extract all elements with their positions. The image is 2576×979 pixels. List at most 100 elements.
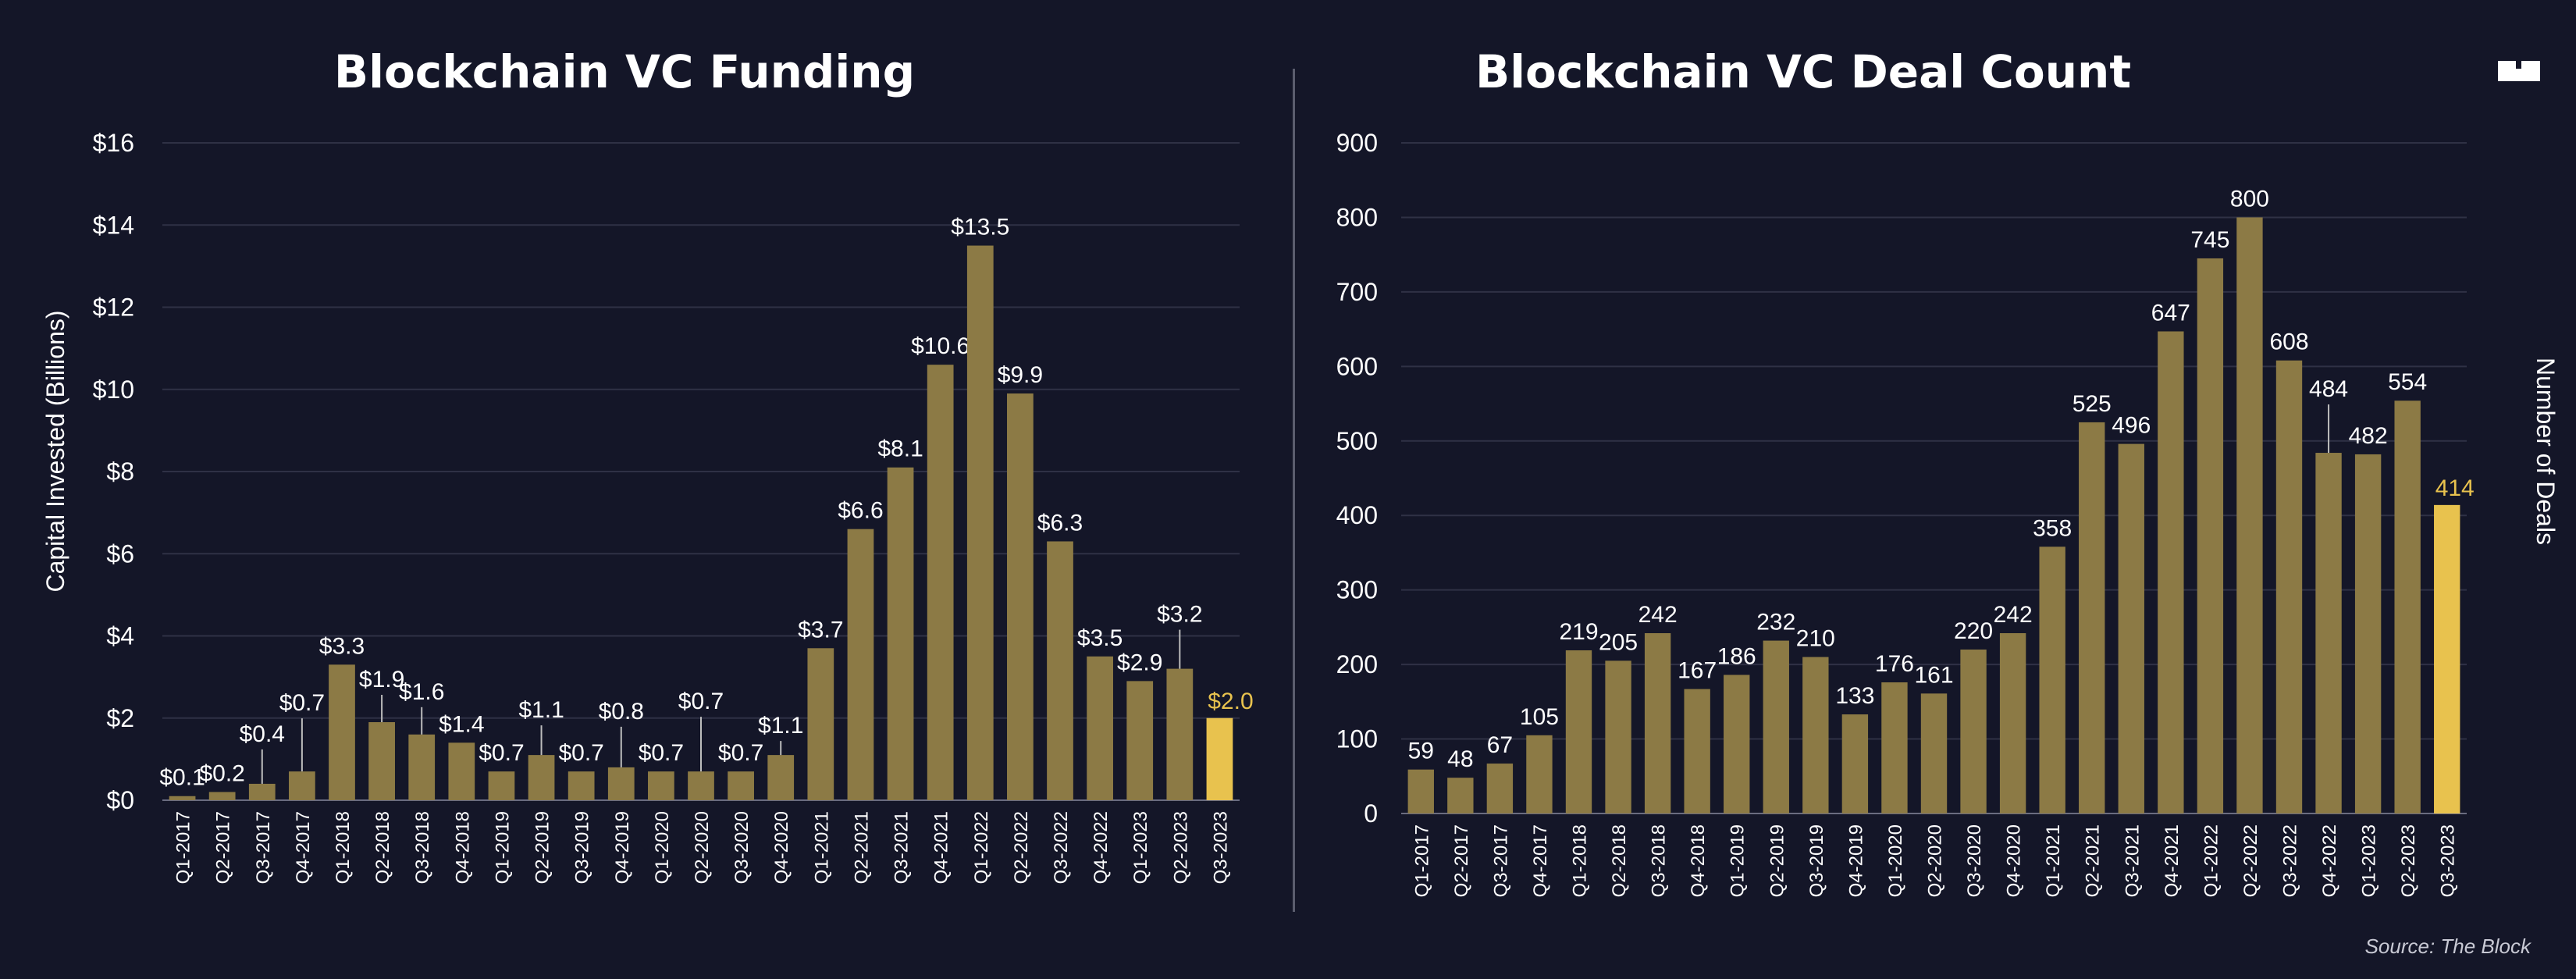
x-tick-label: Q3-2021 <box>891 811 913 884</box>
x-tick-label: Q1-2020 <box>652 811 673 884</box>
bar <box>607 767 635 800</box>
bar <box>688 771 714 800</box>
bar <box>2315 453 2342 813</box>
data-label: 186 <box>1717 643 1756 669</box>
y-tick-label: $16 <box>93 129 134 157</box>
data-label: 48 <box>1447 746 1473 772</box>
x-tick-label: Q4-2021 <box>2161 824 2183 897</box>
bar <box>1565 650 1592 813</box>
bar <box>728 771 754 800</box>
y-tick-label: 300 <box>1336 576 1378 604</box>
bar <box>2079 422 2105 813</box>
data-label: $6.3 <box>1037 510 1083 536</box>
y-tick-label: 0 <box>1364 799 1378 828</box>
bar <box>1166 668 1194 800</box>
bar <box>966 245 994 800</box>
x-tick-label: Q3-2019 <box>572 811 593 884</box>
x-tick-label: Q1-2019 <box>492 811 513 884</box>
data-label: $2.9 <box>1117 650 1162 675</box>
bar <box>2039 546 2065 813</box>
bar <box>1605 660 1631 813</box>
bar <box>1087 656 1113 800</box>
y-tick-label: $0 <box>106 786 134 814</box>
data-label: $2.0 <box>1208 689 1253 714</box>
bar <box>1486 764 1514 813</box>
bar <box>1920 693 1948 813</box>
bar <box>1047 541 1073 800</box>
data-label: 608 <box>2269 329 2308 355</box>
y-tick-label: 700 <box>1336 278 1378 306</box>
bar <box>208 792 236 800</box>
data-label: 210 <box>1796 626 1835 652</box>
x-tick-label: Q3-2017 <box>253 811 274 884</box>
bar <box>1841 714 1869 813</box>
y-tick-label: 100 <box>1336 725 1378 753</box>
x-tick-label: Q3-2018 <box>412 811 433 884</box>
bar <box>1802 657 1829 813</box>
bar <box>368 722 395 800</box>
data-label: 525 <box>2073 391 2112 417</box>
data-label: $1.1 <box>758 713 803 739</box>
data-label: 414 <box>2435 475 2475 501</box>
data-label: $1.6 <box>399 679 444 705</box>
x-tick-label: Q2-2021 <box>851 811 872 884</box>
y-tick-label: $12 <box>93 294 134 322</box>
bar <box>408 734 436 800</box>
x-tick-label: Q4-2022 <box>1091 811 1112 884</box>
x-tick-label: Q3-2020 <box>731 811 753 884</box>
bar <box>847 529 874 800</box>
y-tick-label: 200 <box>1336 650 1378 678</box>
data-label: $10.6 <box>911 333 970 359</box>
bar <box>169 796 196 800</box>
bar <box>1960 650 1987 813</box>
bar <box>1126 681 1154 800</box>
data-label: $0.7 <box>678 689 724 714</box>
deal-count-chart-title: Blockchain VC Deal Count <box>1475 45 2132 98</box>
y-tick-label: $10 <box>93 376 134 404</box>
data-label: $3.2 <box>1157 602 1202 628</box>
data-label: $0.7 <box>479 740 524 766</box>
data-label: $0.7 <box>639 740 684 766</box>
bar <box>568 771 595 800</box>
bar <box>329 664 355 800</box>
bar <box>2354 454 2382 813</box>
data-label: 745 <box>2190 227 2229 253</box>
x-tick-label: Q2-2020 <box>692 811 713 884</box>
bar <box>2158 331 2184 813</box>
data-label: $0.7 <box>558 740 603 766</box>
data-label: 242 <box>1638 602 1678 628</box>
y-tick-label: 900 <box>1336 129 1378 157</box>
data-label: 133 <box>1835 683 1874 709</box>
x-tick-label: Q1-2023 <box>1130 811 1151 884</box>
x-tick-label: Q4-2018 <box>1688 824 1709 897</box>
y-tick-label: 600 <box>1336 352 1378 380</box>
bar <box>2197 258 2224 813</box>
bar <box>1644 633 1671 813</box>
y-tick-label: $14 <box>93 211 134 239</box>
bar <box>248 783 276 800</box>
x-tick-label: Q2-2023 <box>1170 811 1191 884</box>
data-label: $3.5 <box>1077 625 1123 651</box>
bar <box>927 365 954 800</box>
data-label: 647 <box>2151 300 2190 326</box>
x-tick-label: Q1-2020 <box>1885 824 1906 897</box>
data-label: $0.2 <box>199 760 244 786</box>
x-tick-label: Q4-2017 <box>293 811 314 884</box>
x-tick-label: Q4-2018 <box>452 811 473 884</box>
funding-chart-title: Blockchain VC Funding <box>333 45 916 98</box>
x-tick-label: Q2-2021 <box>2083 824 2104 897</box>
y-tick-label: $6 <box>106 539 134 568</box>
data-label: $0.7 <box>718 740 763 766</box>
data-label: 358 <box>2033 515 2072 541</box>
y-tick-label: $2 <box>106 704 134 732</box>
data-label: 176 <box>1875 651 1914 677</box>
data-label: $9.9 <box>998 362 1043 388</box>
x-tick-label: Q1-2021 <box>2043 824 2064 897</box>
data-label: 482 <box>2349 423 2388 449</box>
data-label: $0.4 <box>240 721 285 747</box>
y-tick-label: $8 <box>106 457 134 486</box>
x-tick-label: Q2-2020 <box>1925 824 1946 897</box>
data-label: 232 <box>1756 610 1795 635</box>
bar <box>1724 675 1750 813</box>
bar <box>1447 778 1474 813</box>
